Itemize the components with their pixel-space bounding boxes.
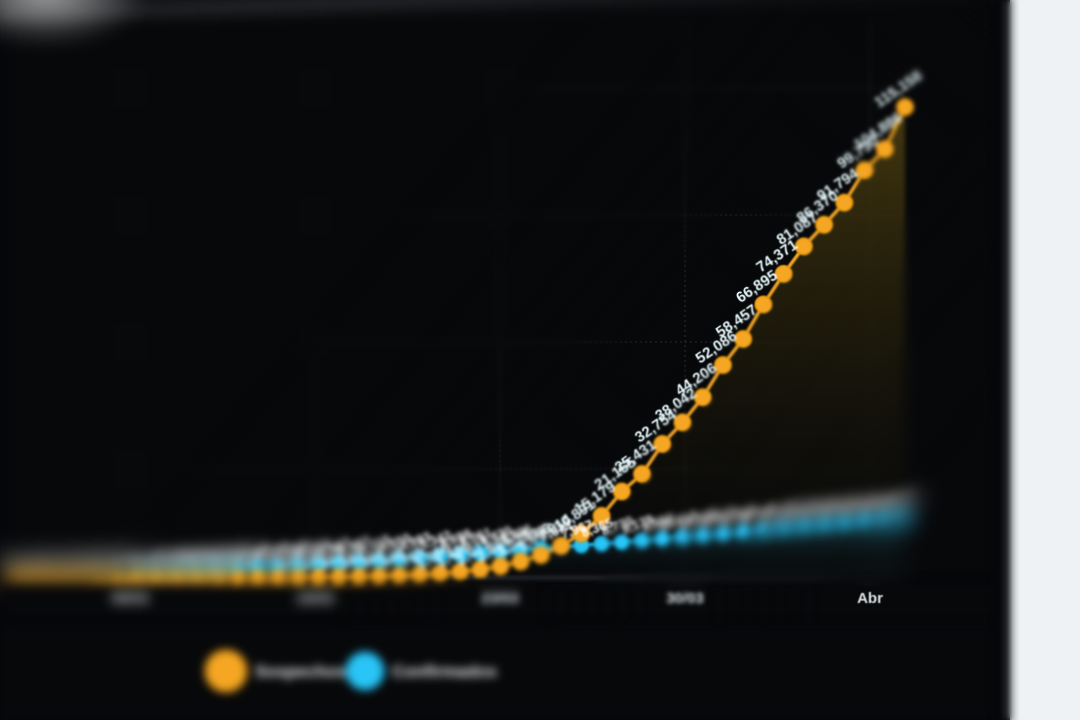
svg-text:Confirmados: Confirmados (392, 662, 497, 681)
